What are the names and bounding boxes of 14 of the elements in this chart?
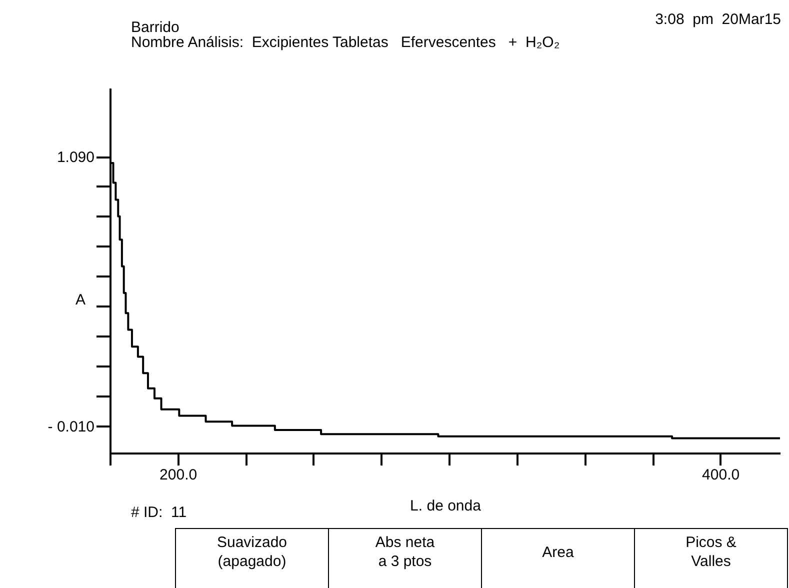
text: Abs neta a 3 ptos [328, 528, 482, 588]
y-axis-title: A [75, 292, 86, 308]
text: Picos & Valles [634, 528, 788, 588]
chart-subtitle: Nombre Análisis: Excipientes Tabletas Efervescentes + H₂O₂ [131, 34, 560, 51]
text: Area [482, 528, 634, 588]
text: # ID: 11 [131, 504, 187, 521]
y-tick-label: 1.090 [56, 149, 94, 166]
chart-title: Barrido [131, 19, 180, 36]
x-tick-label: 400.0 [702, 466, 740, 484]
x-axis-title: L. de onda [410, 498, 482, 514]
text: Suavizado (apagado) [176, 528, 328, 588]
y-tick-label: - 0.010 [48, 418, 94, 436]
x-tick-label: 200.0 [160, 466, 198, 484]
text: 3:08 pm 20Mar15 [655, 11, 781, 28]
